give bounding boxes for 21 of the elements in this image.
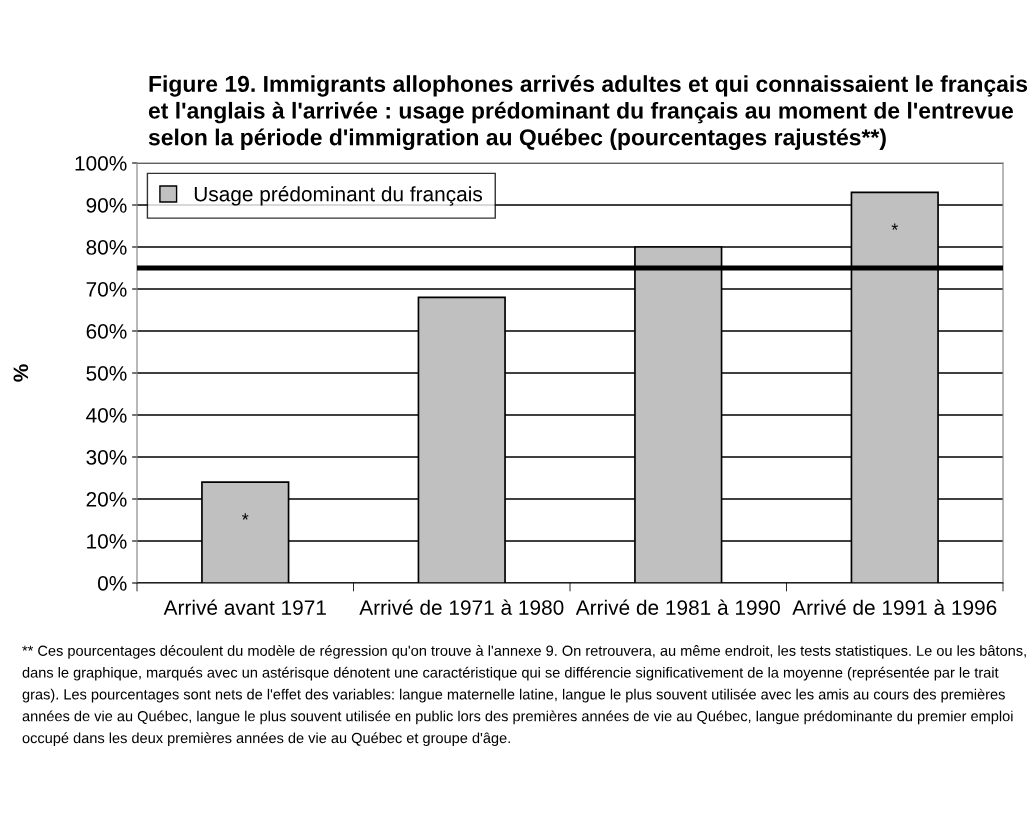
- annotation: *: [891, 223, 898, 230]
- annotation: *: [242, 513, 249, 520]
- chart-title: Figure 19. Immigrants allophones arrivés adultes et qui connaissaient le français et l'anglais à l'arrivée : usage prédominant du français au moment de l'entrevue selon la période d'immigration au Québec (pourcentages rajustés**): [148, 75, 1028, 151]
- x-tick-label: Arrivé de 1981 à 1990: [575, 599, 780, 615]
- legend-label: Usage prédominant du français: [194, 185, 483, 206]
- y-tick-label: 10%: [87, 534, 127, 549]
- y-tick-label: 90%: [86, 198, 127, 213]
- y-tick-label: 80%: [86, 240, 127, 255]
- x-tick-label: Arrivé de 1971 à 1980: [359, 599, 564, 615]
- x-tick-label: Arrivé de 1991 à 1996: [792, 599, 997, 615]
- y-tick-label: 20%: [86, 492, 127, 507]
- text: ** Ces pourcentages découlent du modèle de régression qu'on trouve à l'annexe 9. On retrouvera, au même endroit, les tests statistiques. Le ou les bâtons, dans le graphique, marqués avec un astérisque dénotent une caractéristique qui se différencie significativement de la moyenne (représentée par le trait gras). Les pourcentages sont nets de l'effet des variables: langue maternelle latine, langue le plus souvent utilisée avec les amis au cours des premières années de vie au Québec, langue le plus souvent utilisée en public lors des premières années de vie au Québec, langue prédominante du premier emploi occupé dans les deux premières années de vie au Québec et groupe d'âge.: [22, 645, 1026, 747]
- y-tick-label: 50%: [86, 366, 127, 381]
- y-tick-label: 100%: [75, 156, 127, 171]
- y-tick-label: 70%: [86, 282, 127, 297]
- y-axis-title: %: [13, 364, 29, 382]
- x-tick-label: Arrivé avant 1971: [163, 599, 326, 615]
- y-tick-label: 40%: [86, 408, 127, 423]
- y-tick-label: 60%: [86, 324, 127, 339]
- y-tick-label: 0%: [97, 576, 127, 591]
- y-tick-label: 30%: [86, 450, 127, 465]
